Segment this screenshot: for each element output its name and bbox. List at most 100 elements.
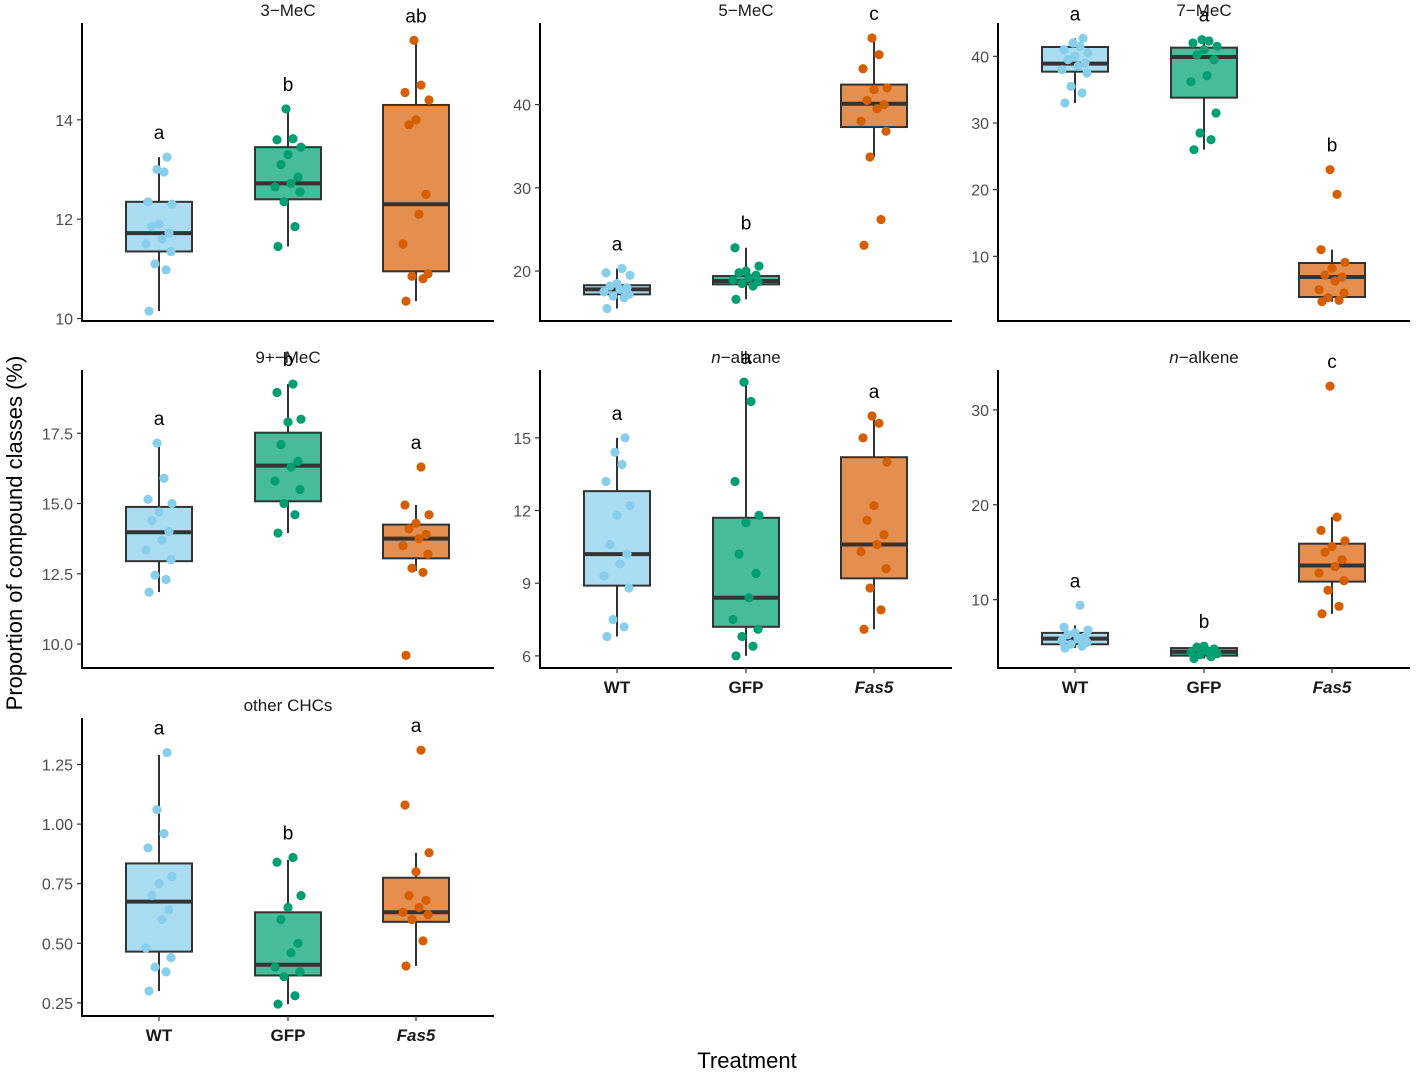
data-point: [161, 967, 171, 977]
data-point: [1204, 36, 1214, 46]
panel-title: 7−MeC: [1176, 1, 1231, 20]
data-point: [423, 910, 433, 920]
data-point: [283, 902, 293, 913]
data-point: [423, 549, 433, 559]
data-point: [1211, 108, 1221, 118]
data-point: [1332, 512, 1342, 522]
box-fas5: ab: [382, 6, 450, 306]
data-point: [617, 263, 627, 274]
data-point: [398, 907, 408, 917]
data-point: [1325, 381, 1335, 391]
data-point: [286, 462, 296, 472]
data-point: [154, 219, 164, 229]
data-point: [273, 999, 283, 1009]
data-point: [730, 243, 740, 253]
data-point: [293, 456, 303, 466]
data-point: [605, 539, 615, 550]
box-gfp: a GFP: [712, 348, 780, 697]
box-fas5: c: [840, 4, 908, 250]
data-point: [166, 246, 176, 257]
data-point: [1340, 257, 1350, 267]
data-point: [154, 879, 164, 889]
panel-title: 5−MeC: [718, 1, 773, 20]
y-axis-title: Proportion of compound classes (%): [2, 356, 27, 711]
data-point: [1323, 293, 1333, 303]
data-point: [737, 631, 747, 642]
data-point: [1186, 77, 1196, 87]
data-point: [1320, 547, 1330, 557]
data-point: [161, 574, 171, 585]
significance-letter: a: [154, 123, 165, 144]
significance-letter: b: [283, 350, 294, 371]
panel-7: other CHCs 0.25 0.50 0.75 1.00 1.25 a WT b GFP a Fa…: [42, 696, 494, 1045]
data-point: [150, 962, 160, 972]
significance-letter: a: [411, 716, 422, 737]
significance-letter: a: [869, 382, 880, 403]
data-point: [1059, 45, 1069, 55]
data-point: [159, 167, 169, 177]
data-point: [858, 64, 868, 74]
data-point: [1082, 68, 1092, 78]
data-point: [416, 462, 426, 472]
data-point: [414, 534, 424, 544]
data-point: [746, 396, 756, 407]
panel-title-italic: n: [711, 348, 720, 367]
data-point: [401, 296, 411, 306]
data-point: [1189, 145, 1199, 155]
data-point: [1075, 600, 1085, 610]
data-point: [1334, 295, 1344, 305]
box-gfp: a: [1170, 6, 1238, 155]
data-point: [421, 529, 431, 540]
data-point: [1337, 555, 1347, 565]
data-point: [754, 510, 764, 520]
data-point: [1323, 585, 1333, 595]
y-tick-label: 0.50: [42, 936, 73, 953]
data-point: [876, 214, 886, 225]
x-tick-label: GFP: [1187, 678, 1222, 697]
data-point: [286, 178, 296, 189]
data-point: [1066, 639, 1076, 649]
box-fas5: b: [1298, 136, 1366, 307]
data-point: [734, 549, 744, 559]
data-point: [1334, 601, 1344, 611]
y-tick-label: 10.0: [42, 637, 73, 654]
data-point: [286, 948, 296, 958]
data-point: [401, 650, 411, 660]
data-point: [288, 379, 298, 389]
data-point: [276, 159, 286, 170]
y-tick-label: 10: [971, 593, 989, 610]
data-point: [1195, 128, 1205, 138]
significance-letter: a: [154, 719, 165, 740]
data-point: [295, 967, 305, 977]
data-point: [1078, 33, 1088, 43]
data-point: [164, 228, 174, 238]
data-point: [620, 433, 630, 443]
data-point: [869, 84, 879, 95]
data-point: [734, 268, 744, 278]
significance-letter: b: [1199, 612, 1210, 633]
data-point: [276, 439, 286, 450]
data-point: [751, 270, 761, 280]
data-point: [283, 150, 293, 160]
data-point: [288, 134, 298, 144]
data-point: [407, 914, 417, 925]
data-point: [1332, 189, 1342, 199]
data-point: [874, 50, 884, 60]
significance-letter: a: [1070, 4, 1081, 25]
x-tick-label: GFP: [271, 1026, 306, 1045]
data-point: [150, 259, 160, 269]
data-point: [279, 972, 289, 982]
data-point: [1212, 649, 1222, 659]
data-point: [622, 283, 632, 293]
data-point: [423, 269, 433, 279]
significance-letter: a: [154, 409, 165, 430]
data-point: [164, 905, 174, 915]
data-point: [159, 473, 169, 483]
data-point: [739, 377, 749, 387]
box-wt: a WT: [583, 404, 651, 697]
data-point: [143, 843, 153, 853]
data-point: [152, 805, 162, 815]
data-point: [1077, 88, 1087, 98]
y-tick-label: 30: [971, 403, 989, 420]
